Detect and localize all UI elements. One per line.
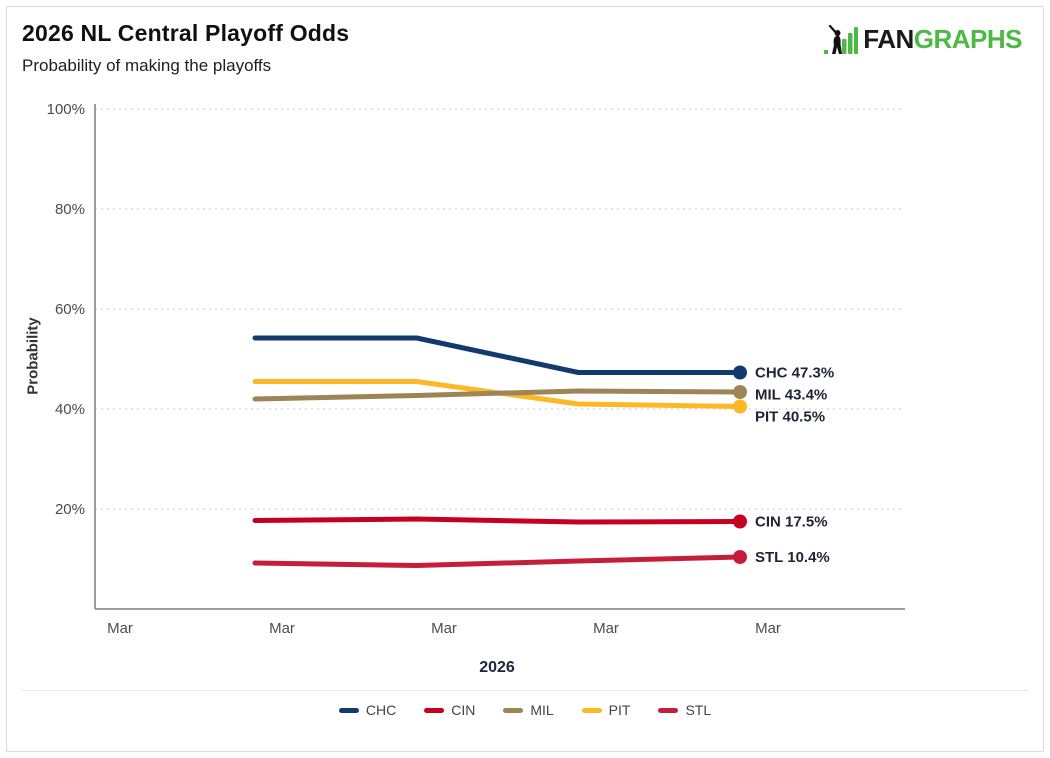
legend-label-MIL: MIL — [530, 702, 554, 718]
end-label-STL: STL 10.4% — [755, 549, 830, 566]
series-dot-STL[interactable] — [733, 550, 747, 564]
y-tick-label-100: 100% — [47, 101, 85, 118]
legend-swatch-STL — [658, 707, 679, 713]
chart-canvas[interactable]: 20% 40% 60% 80% 100% Mar Mar Mar Mar Mar CHC 47.3%… — [0, 86, 1050, 686]
y-tick-label-20: 20% — [55, 501, 85, 518]
y-tick-label-40: 40% — [55, 401, 85, 418]
y-tick-label-60: 60% — [55, 301, 85, 318]
end-label-MIL: MIL 43.4% — [755, 387, 827, 404]
legend-item-CIN[interactable]: CIN — [424, 702, 475, 718]
legend-item-PIT[interactable]: PIT — [581, 702, 631, 718]
x-tick-label-1: Mar — [269, 620, 295, 637]
series-line-CIN[interactable] — [252, 516, 743, 525]
legend-divider — [22, 690, 1028, 691]
series-dot-CIN[interactable] — [733, 514, 747, 529]
fangraphs-wordmark: FAN GRAPHS — [863, 24, 1022, 55]
series-dot-CHC[interactable] — [733, 365, 747, 380]
end-label-PIT: PIT 40.5% — [755, 409, 825, 426]
x-tick-label-4: Mar — [755, 620, 781, 637]
x-tick-label-3: Mar — [593, 620, 619, 637]
legend-label-CIN: CIN — [451, 702, 476, 718]
end-label-CIN: CIN 17.5% — [755, 514, 828, 531]
series-dot-MIL[interactable] — [733, 385, 747, 399]
legend-swatch-MIL — [503, 707, 524, 713]
x-tick-label-0: Mar — [107, 620, 133, 637]
legend-label-PIT: PIT — [608, 702, 631, 718]
legend-item-STL[interactable]: STL — [658, 702, 711, 718]
legend-item-CHC[interactable]: CHC — [338, 702, 397, 718]
page-subtitle: Probability of making the playoffs — [22, 56, 272, 75]
logo-text-fan: FAN — [863, 24, 914, 54]
y-axis-title: Probability — [24, 317, 42, 395]
series-line-STL[interactable] — [252, 554, 743, 568]
legend-label-CHC: CHC — [365, 702, 397, 718]
legend-item-MIL[interactable]: MIL — [503, 702, 554, 718]
legend-label-STL: STL — [685, 702, 712, 718]
y-tick-label-80: 80% — [55, 201, 85, 218]
legend-swatch-CIN — [424, 707, 445, 713]
legend-swatch-CHC — [338, 707, 359, 713]
end-label-CHC: CHC 47.3% — [755, 365, 834, 382]
fangraphs-logo[interactable]: FAN GRAPHS — [824, 24, 1023, 55]
x-tick-label-2: Mar — [431, 620, 457, 637]
series-line-MIL[interactable] — [252, 388, 743, 402]
legend: CHC CIN MIL PIT STL — [0, 702, 1050, 718]
legend-swatch-PIT — [581, 707, 602, 713]
fangraphs-batter-icon — [824, 24, 859, 54]
series-dot-PIT[interactable] — [733, 399, 747, 414]
x-axis-title: 2026 — [479, 659, 515, 676]
logo-text-graphs: GRAPHS — [913, 24, 1023, 54]
series-line-CHC[interactable] — [252, 335, 743, 375]
page-title: 2026 NL Central Playoff Odds — [22, 20, 350, 46]
